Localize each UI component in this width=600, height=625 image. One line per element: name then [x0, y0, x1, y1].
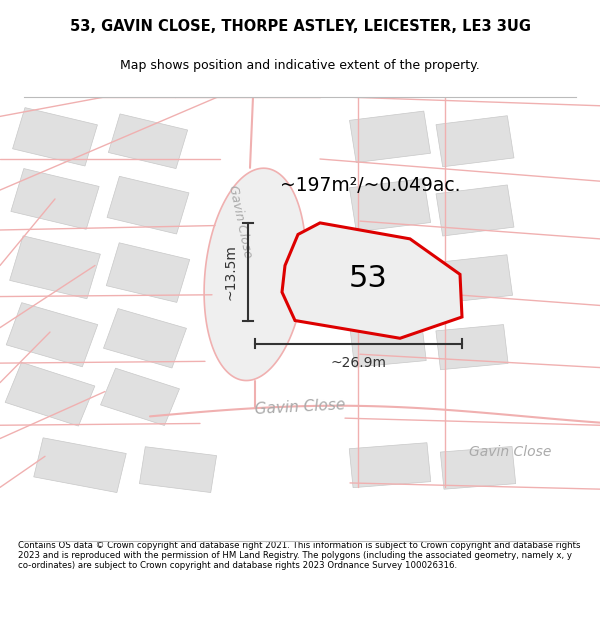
Polygon shape — [10, 236, 100, 299]
Text: ~13.5m: ~13.5m — [224, 244, 238, 299]
Polygon shape — [437, 255, 512, 303]
Polygon shape — [349, 442, 431, 488]
Polygon shape — [440, 446, 515, 489]
Polygon shape — [436, 185, 514, 236]
Polygon shape — [106, 242, 190, 302]
Polygon shape — [5, 362, 95, 426]
Polygon shape — [11, 169, 99, 229]
Polygon shape — [139, 447, 217, 493]
Polygon shape — [104, 309, 187, 368]
Polygon shape — [107, 176, 189, 234]
Polygon shape — [350, 320, 426, 368]
Polygon shape — [282, 223, 462, 338]
Polygon shape — [101, 368, 179, 426]
Text: ~26.9m: ~26.9m — [331, 356, 386, 370]
Text: ~197m²/~0.049ac.: ~197m²/~0.049ac. — [280, 176, 460, 195]
Polygon shape — [350, 249, 430, 299]
Polygon shape — [436, 116, 514, 167]
Text: Gavin Close: Gavin Close — [254, 398, 346, 418]
Text: 53: 53 — [349, 264, 388, 293]
Text: Map shows position and indicative extent of the property.: Map shows position and indicative extent… — [120, 59, 480, 72]
Text: Gavin Close: Gavin Close — [226, 184, 254, 259]
Polygon shape — [6, 302, 98, 367]
Polygon shape — [349, 179, 431, 232]
Polygon shape — [436, 324, 508, 370]
Text: 53, GAVIN CLOSE, THORPE ASTLEY, LEICESTER, LE3 3UG: 53, GAVIN CLOSE, THORPE ASTLEY, LEICESTE… — [70, 19, 530, 34]
Polygon shape — [350, 111, 430, 162]
Polygon shape — [34, 438, 126, 493]
Polygon shape — [204, 168, 306, 381]
Polygon shape — [109, 114, 188, 169]
Text: Contains OS data © Crown copyright and database right 2021. This information is : Contains OS data © Crown copyright and d… — [18, 541, 581, 571]
Polygon shape — [13, 107, 97, 166]
Text: Gavin Close: Gavin Close — [469, 445, 551, 459]
